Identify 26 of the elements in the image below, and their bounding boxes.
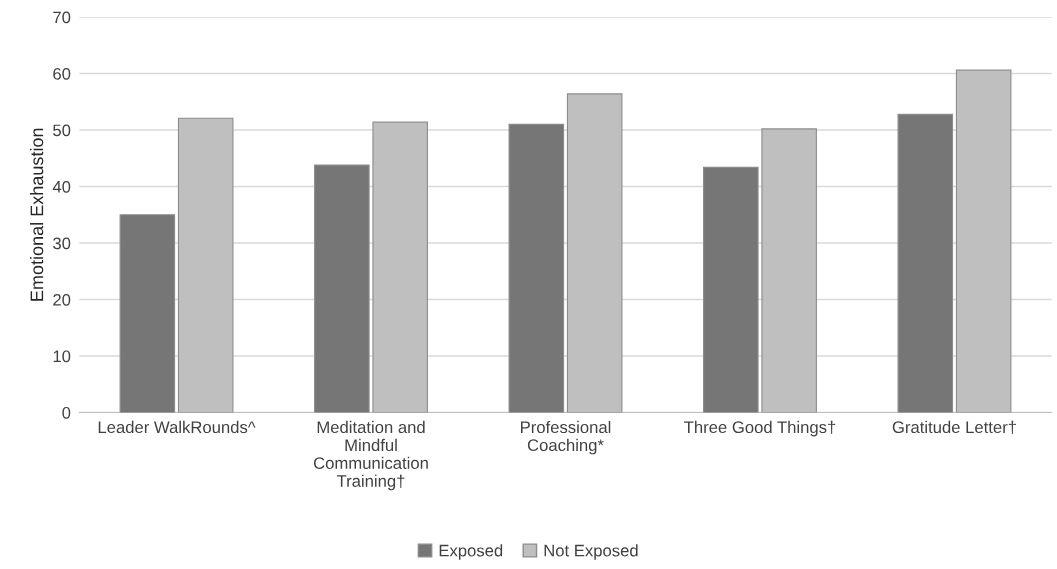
- bar: [508, 123, 565, 413]
- y-tick-label: 40: [52, 180, 71, 193]
- y-tick-label: 10: [53, 350, 71, 363]
- y-tick-label: 20: [53, 293, 71, 306]
- legend-label: Exposed: [439, 544, 503, 560]
- y-axis-title: Emotional Exhaustion: [30, 128, 44, 301]
- bar: [897, 113, 954, 413]
- x-tick-label: Gratitude Letter†: [892, 420, 1016, 435]
- bar: [955, 69, 1012, 413]
- bar: [177, 117, 234, 413]
- bar: [566, 93, 623, 413]
- y-tick-label: 60: [53, 67, 71, 80]
- bar: [761, 128, 817, 413]
- legend-label: Not Exposed: [544, 544, 638, 560]
- y-tick-label: 30: [53, 237, 71, 250]
- bar: [314, 164, 370, 413]
- bar: [372, 121, 428, 413]
- x-tick-label: Meditation and Mindful Communication Training†: [313, 420, 428, 491]
- bar: [703, 166, 759, 413]
- x-tick-label: Professional Coaching*: [521, 420, 611, 455]
- y-tick-label: 70: [53, 11, 71, 24]
- x-tick-label: Three Good Things†: [684, 420, 836, 437]
- bar: [119, 214, 176, 413]
- x-tick-label: Leader WalkRounds^: [98, 420, 256, 434]
- y-tick-label: 0: [62, 406, 71, 419]
- y-tick-label: 50: [53, 124, 71, 137]
